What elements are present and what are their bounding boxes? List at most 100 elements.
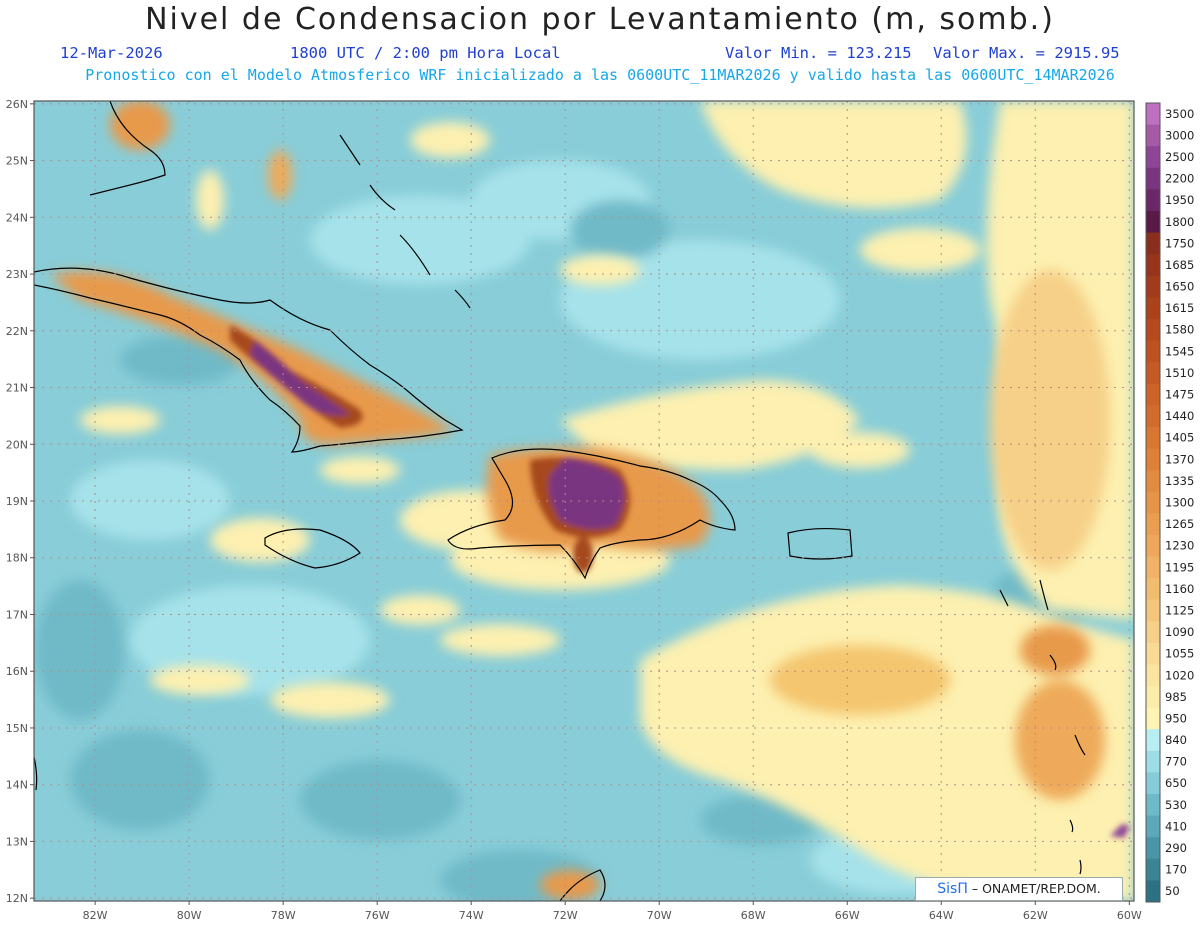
lon-tick-label: 80W	[177, 909, 202, 922]
colorbar-label: 1580	[1165, 323, 1194, 337]
colorbar-label: 1300	[1165, 496, 1194, 510]
colorbar-swatch	[1146, 146, 1160, 169]
colorbar-label: 1440	[1165, 409, 1194, 423]
colorbar-label: 1230	[1165, 539, 1194, 553]
colorbar-swatch	[1146, 426, 1160, 450]
colorbar-swatch	[1146, 750, 1160, 773]
colorbar-swatch	[1146, 167, 1160, 190]
colorbar-swatch	[1146, 318, 1160, 342]
colorbar-label: 3000	[1165, 128, 1194, 142]
lat-tick-label: 22N	[6, 325, 28, 338]
colorbar-swatch	[1146, 578, 1160, 601]
lon-tick-label: 70W	[647, 909, 672, 922]
lat-tick-label: 26N	[6, 98, 28, 111]
colorbar-label: 1750	[1165, 236, 1194, 250]
colorbar-label: 2500	[1165, 150, 1194, 164]
cuba-coast	[34, 267, 464, 453]
forecast-date: 12-Mar-2026	[60, 44, 163, 62]
sispi-logo: SisΠ	[937, 881, 968, 897]
colorbar-label: 1475	[1165, 388, 1194, 402]
colorbar-swatch	[1146, 470, 1160, 493]
forecast-time: 1800 UTC / 2:00 pm Hora Local	[290, 44, 561, 62]
colorbar-swatch	[1146, 383, 1160, 406]
coastlines	[34, 101, 1086, 901]
colorbar-swatch	[1146, 103, 1160, 126]
lon-tick-label: 68W	[741, 909, 766, 922]
lat-tick-label: 24N	[6, 211, 28, 224]
colorbar-swatch	[1146, 858, 1160, 881]
min-value: Valor Min. = 123.215	[725, 44, 912, 62]
colorbar-swatch	[1146, 232, 1160, 255]
lat-tick-label: 15N	[6, 722, 28, 735]
colorbar-swatch	[1146, 297, 1160, 320]
lon-tick-label: 64W	[929, 909, 954, 922]
colorbar-swatch	[1146, 189, 1160, 212]
colorbar-label: 1125	[1165, 603, 1194, 617]
lat-tick-label: 18N	[6, 552, 28, 565]
colorbar-swatch	[1146, 599, 1160, 622]
colorbar-swatch	[1146, 340, 1160, 363]
credit-box: SisΠ – ONAMET/REP.DOM.	[915, 877, 1123, 901]
colorbar-swatch	[1146, 729, 1160, 752]
lat-tick-label: 25N	[6, 155, 28, 168]
yucatan-coast	[34, 756, 38, 791]
colorbar-swatch	[1146, 275, 1160, 298]
colorbar-label: 1265	[1165, 517, 1194, 531]
colorbar-swatch	[1146, 534, 1160, 557]
colorbar-label: 950	[1165, 711, 1187, 725]
colorbar-label: 985	[1165, 690, 1187, 704]
colorbar-label: 410	[1165, 819, 1187, 833]
colorbar-swatch	[1146, 621, 1160, 644]
graticule	[34, 101, 1134, 901]
colorbar-label: 1370	[1165, 452, 1194, 466]
colorbar-label: 290	[1165, 841, 1187, 855]
lon-tick-label: 60W	[1117, 909, 1142, 922]
colorbar-swatch	[1146, 642, 1160, 665]
lon-tick-label: 72W	[553, 909, 578, 922]
colorbar: 3500 3000 2500 2200 1950 1800 1750 1685 1650 1615…	[1145, 102, 1194, 903]
colorbar-label: 1405	[1165, 431, 1194, 445]
lon-tick-label: 74W	[459, 909, 484, 922]
lat-tick-label: 21N	[6, 382, 28, 395]
colorbar-swatch	[1146, 556, 1160, 579]
colorbar-swatch	[1146, 686, 1160, 709]
lat-tick-label: 12N	[6, 892, 28, 905]
colorbar-label: 770	[1165, 755, 1187, 769]
colorbar-label: 1055	[1165, 647, 1194, 661]
colorbar-label: 1545	[1165, 344, 1194, 358]
colorbar-swatch	[1146, 837, 1160, 860]
lat-tick-label: 23N	[6, 268, 28, 281]
lon-tick-label: 78W	[271, 909, 296, 922]
colorbar-label: 1650	[1165, 280, 1194, 294]
lat-tick-label: 16N	[6, 665, 28, 678]
colorbar-label: 1335	[1165, 474, 1194, 488]
lon-tick-label: 62W	[1023, 909, 1048, 922]
colorbar-swatch	[1146, 210, 1160, 234]
colorbar-swatch	[1146, 254, 1160, 277]
model-description: Pronostico con el Modelo Atmosferico WRF…	[85, 66, 1115, 84]
lat-tick-label: 14N	[6, 779, 28, 792]
south-america-coast	[559, 869, 606, 901]
lesser-antilles	[999, 579, 1086, 875]
colorbar-swatch	[1146, 405, 1160, 428]
colorbar-label: 1195	[1165, 560, 1194, 574]
lon-tick-label: 66W	[835, 909, 860, 922]
colorbar-label: 1090	[1165, 625, 1194, 639]
colorbar-swatch	[1146, 880, 1160, 903]
colorbar-frame	[1145, 102, 1161, 903]
colorbar-label: 1615	[1165, 301, 1194, 315]
lon-tick-label: 82W	[83, 909, 108, 922]
axis-labels: 12N 13N 14N 15N 16N 17N 18N 19N 20N 21N 22N 23N 24N 2…	[6, 98, 1142, 922]
colorbar-label: 1160	[1165, 582, 1194, 596]
lon-tick-label: 76W	[365, 909, 390, 922]
lat-tick-label: 17N	[6, 608, 28, 621]
max-value: Valor Max. = 2915.95	[933, 44, 1120, 62]
colorbar-label: 650	[1165, 776, 1187, 790]
colorbar-swatch	[1146, 448, 1160, 471]
lat-tick-label: 13N	[6, 835, 28, 848]
colorbar-label: 50	[1165, 884, 1180, 898]
colorbar-swatch	[1146, 362, 1160, 385]
colorbar-swatch	[1146, 707, 1160, 730]
colorbar-swatch	[1146, 794, 1160, 817]
colorbar-swatch	[1146, 815, 1160, 838]
